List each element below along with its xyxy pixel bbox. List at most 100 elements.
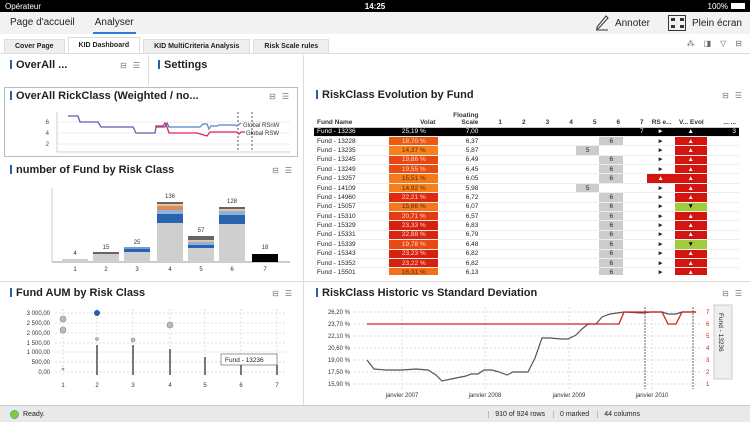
col-6[interactable]: 6 xyxy=(599,107,624,128)
svg-text:6: 6 xyxy=(230,267,234,273)
list-icon[interactable]: ☰ xyxy=(734,289,742,298)
fund-name: Fund - 15352 xyxy=(314,258,390,269)
col-1[interactable]: 1 xyxy=(481,107,506,128)
historic-line-chart[interactable]: 26,20 % 23,70 % 22,10 % 20,60 % 19,00 % 17,… xyxy=(306,301,750,401)
tooltip xyxy=(220,353,278,366)
export-icon[interactable]: ⊟ xyxy=(735,39,742,48)
nav-home[interactable]: Page d'accueil xyxy=(10,17,75,28)
table-row[interactable]: Fund - 14109 14,92 % 5,98 5 ► ▲ xyxy=(314,183,739,194)
export-icon[interactable]: ⊟ xyxy=(272,166,279,175)
table-row[interactable]: Fund - 15331 22,88 % 6,79 6 ► ▲ xyxy=(314,230,739,241)
extra-cell xyxy=(706,258,739,269)
export-icon[interactable]: ⊟ xyxy=(120,61,127,70)
export-icon[interactable]: ⊟ xyxy=(269,92,276,101)
class-cell-empty xyxy=(575,164,600,175)
extra-cell xyxy=(706,145,739,156)
panel-settings: Settings xyxy=(150,55,300,83)
col-7[interactable]: 7 xyxy=(623,107,647,128)
class-cell-empty xyxy=(575,267,600,275)
tab-kid-multicriteria[interactable]: KID MultiCriteria Analysis xyxy=(143,39,251,53)
table-row[interactable]: Fund - 13228 18,70 % 6,37 6 ► ▲ xyxy=(314,136,739,147)
panel-historic: RiskClass Historic vs Standard Deviation… xyxy=(306,283,750,403)
svg-text:janvier 2007: janvier 2007 xyxy=(385,393,419,399)
tab-kid-dashboard[interactable]: KID Dashboard xyxy=(67,37,141,53)
svg-text:19,00 %: 19,00 % xyxy=(328,358,351,364)
table-row[interactable]: Fund - 13235 14,37 % 5,87 5 ► ▲ xyxy=(314,145,739,156)
aum-scatter-chart[interactable]: 3 000,00 2 500,00 2 000,00 1 500,00 1 00… xyxy=(0,301,300,401)
details-panel-icon[interactable]: ◨ xyxy=(703,39,712,48)
col-fund-name[interactable]: Fund Name xyxy=(314,107,390,128)
tab-risk-scale-rules[interactable]: Risk Scale rules xyxy=(253,39,330,53)
class-cell-empty xyxy=(505,211,529,222)
class-cell-empty xyxy=(505,173,529,184)
class-cell-empty xyxy=(623,155,647,166)
col-volat[interactable]: Volat xyxy=(389,107,439,128)
list-icon[interactable]: ☰ xyxy=(734,91,742,100)
extra-cell xyxy=(706,249,739,259)
list-icon[interactable]: ☰ xyxy=(284,166,292,175)
export-icon[interactable]: ⊟ xyxy=(722,289,729,298)
table-row[interactable]: Fund - 15352 23,22 % 6,82 6 ► ▲ xyxy=(314,258,739,269)
table-row[interactable]: Fund - 15057 15,66 % 6,07 6 ► ▼ xyxy=(314,202,739,213)
svg-text:janvier 2009: janvier 2009 xyxy=(552,393,586,399)
col-2[interactable]: 2 xyxy=(505,107,529,128)
class-cell-empty xyxy=(575,249,600,259)
tab-cover-page[interactable]: Cover Page xyxy=(4,39,65,53)
list-icon[interactable]: ☰ xyxy=(281,92,289,101)
pen-icon xyxy=(595,15,609,31)
class-cell-empty xyxy=(552,127,576,137)
table-row[interactable]: Fund - 13245 19,86 % 6,49 6 ► ▲ xyxy=(314,155,739,166)
nav-analyser[interactable]: Analyser xyxy=(85,12,144,34)
class-cell-empty xyxy=(623,202,647,213)
col-5[interactable]: 5 xyxy=(575,107,600,128)
table-row[interactable]: Fund - 14960 22,21 % 6,72 6 ► ▲ xyxy=(314,192,739,203)
class-cell-empty xyxy=(528,192,553,203)
table-row[interactable]: Fund - 13257 15,51 % 6,05 6 ▲ ▲ xyxy=(314,173,739,184)
evolution-table[interactable]: Fund Name Volat Floating Scale 1 2 3 4 5… xyxy=(314,107,739,275)
class-cell-empty xyxy=(528,127,553,137)
class-cell-empty xyxy=(528,239,553,250)
fullscreen-button[interactable]: Plein écran xyxy=(667,15,742,31)
col-more[interactable]: ... ... xyxy=(706,107,739,128)
list-icon[interactable]: ☰ xyxy=(284,289,292,298)
class-cell-empty xyxy=(575,173,600,184)
class-cell: 6 xyxy=(599,173,624,184)
series-legend[interactable] xyxy=(713,304,733,380)
overall-line-chart[interactable]: 6 4 2 Global RSnW Global RSW xyxy=(5,106,297,156)
class-cell-empty xyxy=(552,173,576,184)
filter-icon[interactable]: ▽ xyxy=(720,39,727,48)
class-cell-empty xyxy=(623,211,647,222)
class-cell-empty xyxy=(575,239,600,250)
table-row[interactable]: Fund - 15339 19,78 % 6,48 6 ► ▼ xyxy=(314,239,739,250)
class-cell-empty xyxy=(623,249,647,259)
ready-status: Ready. xyxy=(23,410,45,418)
export-icon[interactable]: ⊟ xyxy=(722,91,729,100)
col-3[interactable]: 3 xyxy=(528,107,553,128)
bookmark-icon[interactable]: ⁂ xyxy=(686,39,695,48)
fund-count-bar-chart[interactable]: 4 1 15 2 25 3 136 4 57 5 128 6 18 7 xyxy=(0,178,300,278)
class-cell-empty xyxy=(623,258,647,269)
table-row[interactable]: Fund - 15501 16,31 % 6,13 6 ► ▲ xyxy=(314,267,739,275)
table-row[interactable]: Fund - 15310 20,71 % 6,57 6 ► ▲ xyxy=(314,211,739,222)
rs-trend-icon: ► xyxy=(646,220,675,231)
class-cell-empty xyxy=(505,249,529,259)
status-footer: Ready. 910 of 924 rows 0 marked 44 colum… xyxy=(0,405,750,422)
class-cell-empty xyxy=(552,239,576,250)
annotate-button[interactable]: Annoter xyxy=(595,15,650,31)
evol-trend-icon: ▲ xyxy=(674,155,707,166)
evol-trend-icon: ▲ xyxy=(674,258,707,269)
volat-cell: 15,66 % xyxy=(389,202,439,213)
list-icon[interactable]: ☰ xyxy=(132,61,140,70)
col-rs[interactable]: RS e... xyxy=(646,107,675,128)
col-evol[interactable]: V... Evol xyxy=(674,107,707,128)
table-row[interactable]: Fund - 13249 19,55 % 6,45 6 ► ▲ xyxy=(314,164,739,175)
col-4[interactable]: 4 xyxy=(552,107,576,128)
svg-text:18: 18 xyxy=(262,245,269,251)
table-row[interactable]: Fund - 15329 23,33 % 6,83 6 ► ▲ xyxy=(314,220,739,231)
export-icon[interactable]: ⊟ xyxy=(272,289,279,298)
col-floating-scale[interactable]: Floating Scale xyxy=(438,107,482,128)
table-row[interactable]: Fund - 15343 23,23 % 6,82 6 ► ▲ xyxy=(314,249,739,259)
volat-cell: 25,19 % xyxy=(389,127,439,137)
class-cell-empty xyxy=(575,202,600,213)
table-row[interactable]: Fund - 13236 25,19 % 7,00 7 ► ▲ 3 xyxy=(314,127,739,137)
